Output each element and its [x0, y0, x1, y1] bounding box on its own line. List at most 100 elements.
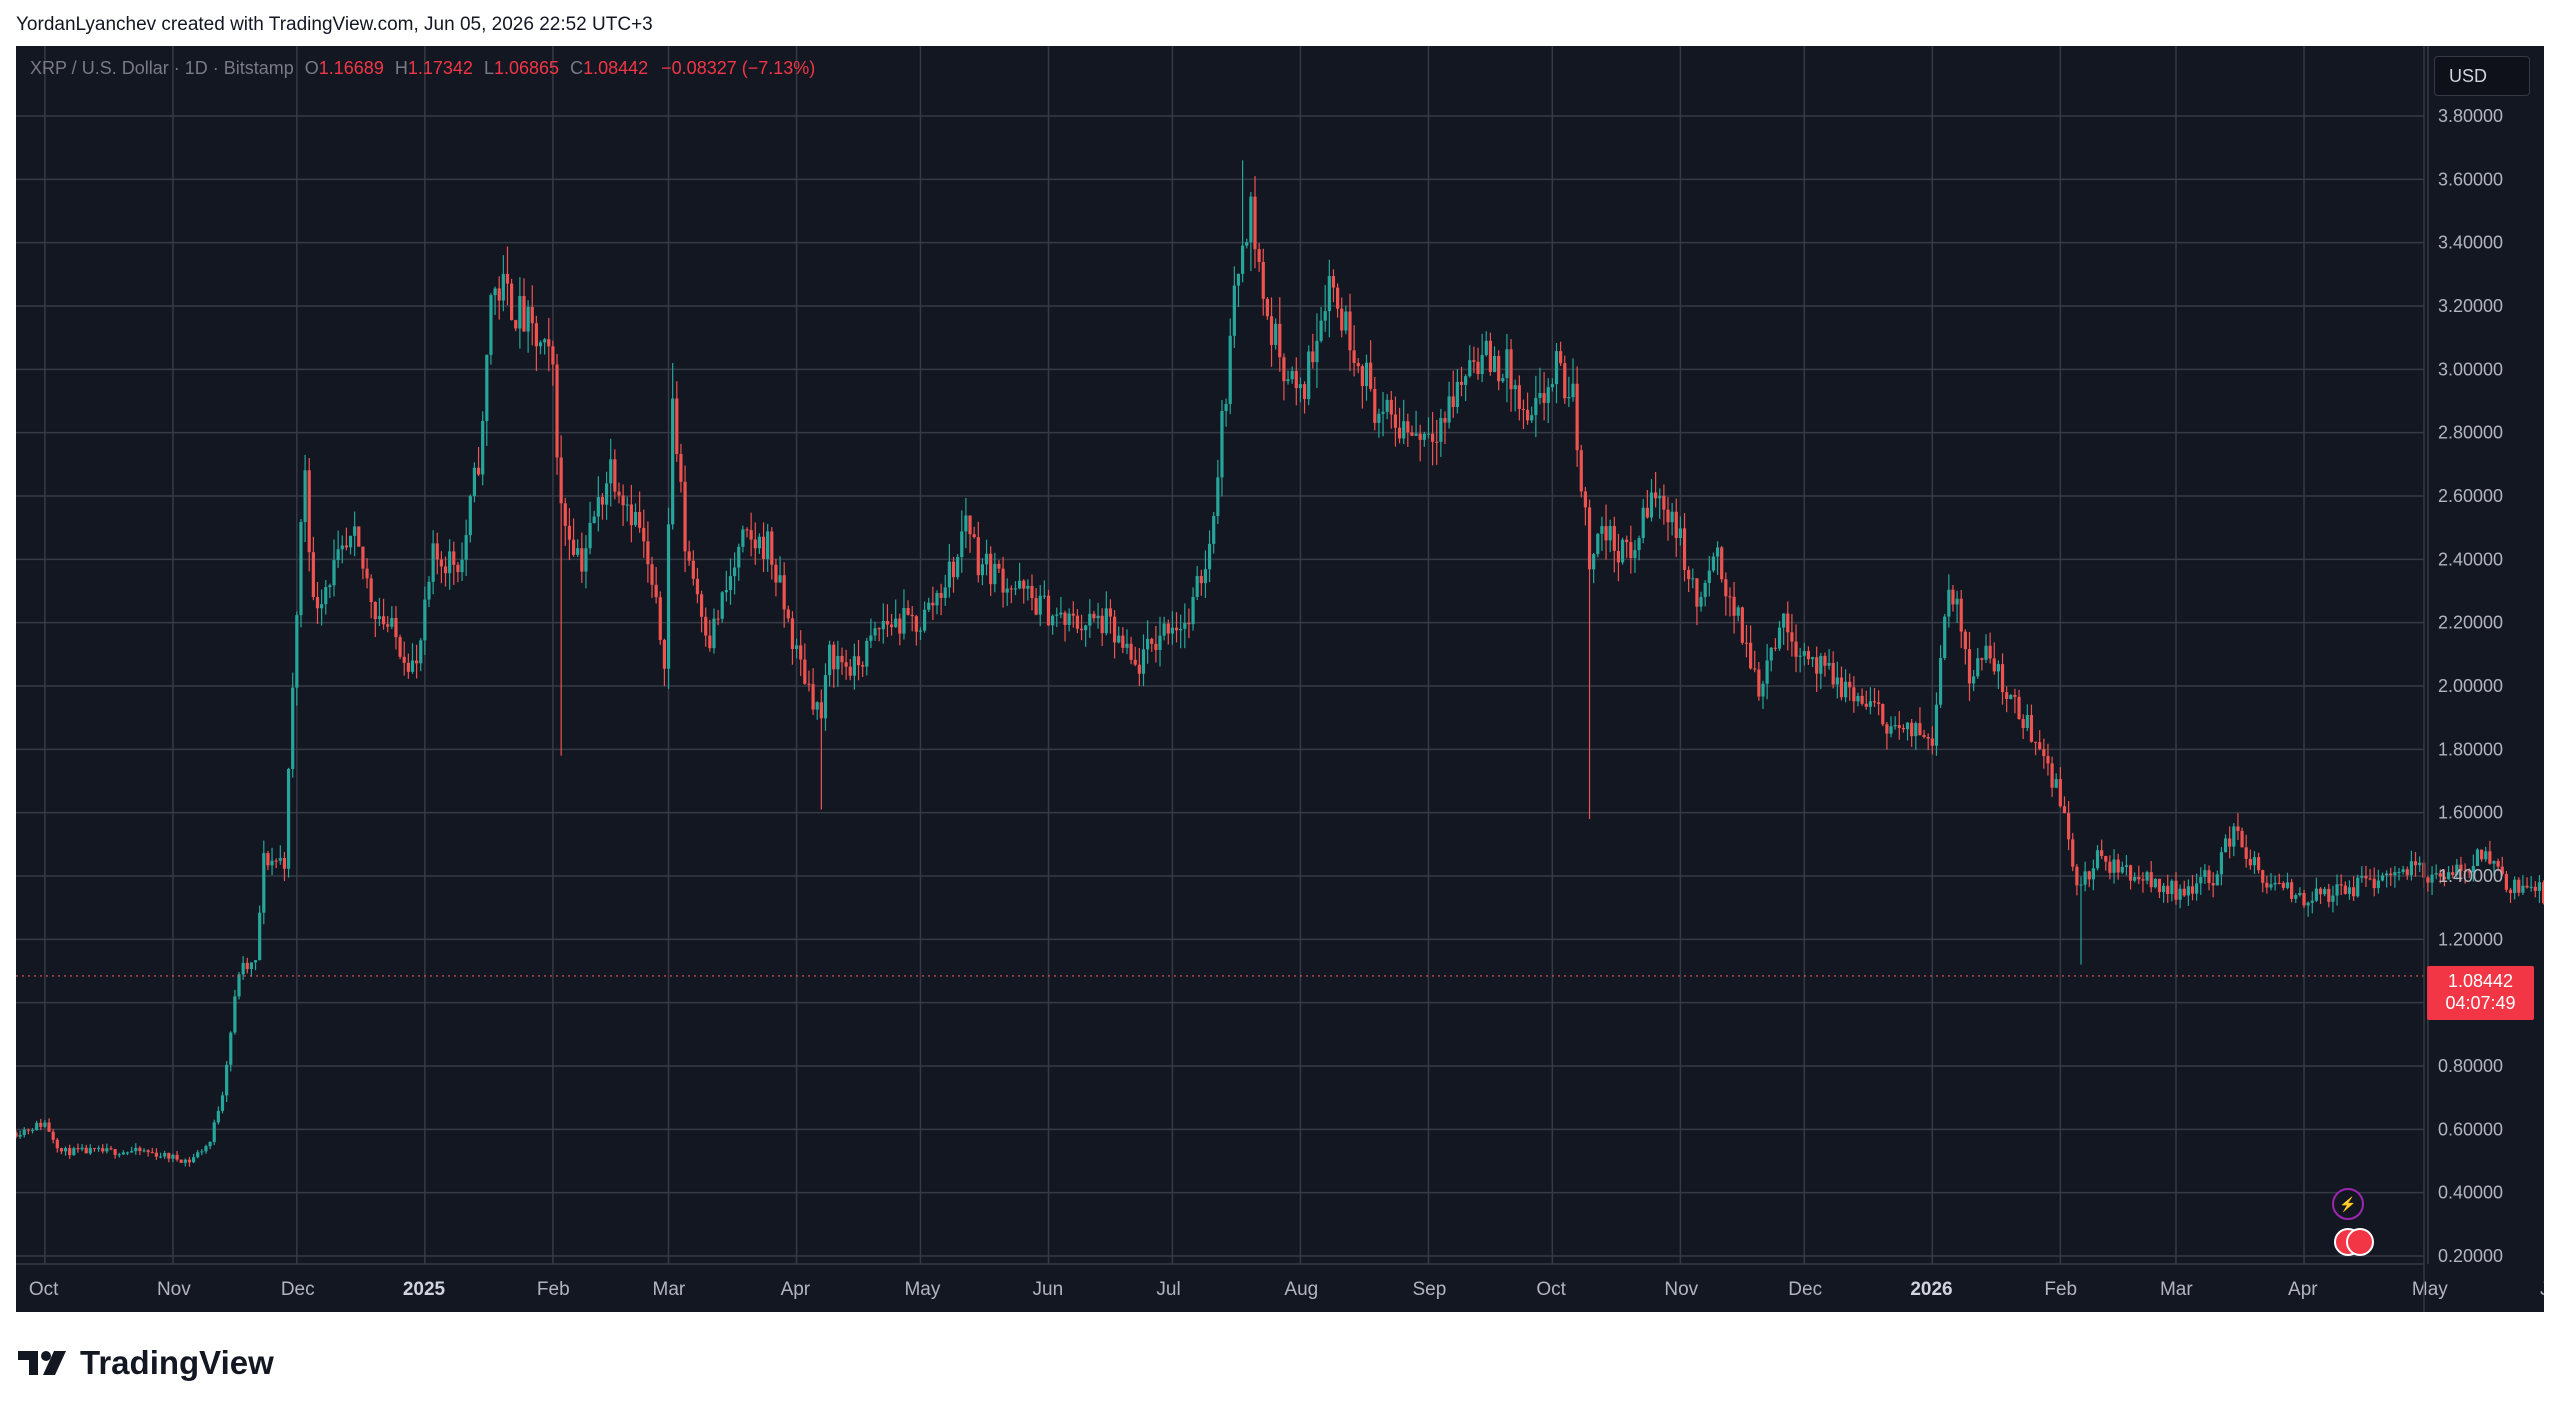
- candle-body: [2075, 866, 2079, 886]
- candle-body: [1823, 655, 1827, 666]
- candle-body: [1030, 585, 1034, 599]
- candle-body: [1951, 589, 1955, 605]
- candle-body: [216, 1110, 220, 1123]
- candle-body: [282, 858, 287, 869]
- candle-body: [1183, 622, 1187, 629]
- candle-body: [493, 288, 497, 296]
- candle-body: [381, 616, 386, 625]
- y-tick-label: 0.80000: [2438, 1056, 2503, 1076]
- candle-body: [150, 1152, 154, 1154]
- candle-body: [1381, 411, 1385, 414]
- candle-body: [2343, 885, 2347, 894]
- candle-body: [1658, 495, 1662, 499]
- candle-body: [2323, 888, 2327, 895]
- candle-body: [348, 535, 353, 548]
- candle-body: [2430, 874, 2434, 883]
- candle-body: [939, 592, 943, 598]
- candle-body: [2141, 879, 2145, 881]
- y-tick-label: 0.20000: [2438, 1246, 2503, 1266]
- candle-body: [1426, 433, 1431, 435]
- candle-body: [410, 660, 415, 672]
- candle-body: [1352, 350, 1356, 363]
- candle-body: [2261, 870, 2265, 883]
- candle-body: [1525, 409, 1530, 421]
- candle-body: [1286, 379, 1290, 382]
- candle-body: [427, 581, 431, 600]
- candle-body: [807, 683, 811, 685]
- candle-body: [117, 1154, 121, 1156]
- candle-body: [2203, 870, 2207, 877]
- candle-body: [1059, 612, 1063, 615]
- candle-body: [1249, 196, 1253, 243]
- candle-body: [1323, 311, 1327, 321]
- candle-body: [1290, 370, 1294, 380]
- candle-body: [1972, 676, 1976, 684]
- candle-body: [2091, 868, 2095, 880]
- candle-body: [1406, 421, 1410, 433]
- candle-body: [158, 1156, 163, 1158]
- candle-body: [1711, 556, 1716, 571]
- candle-body: [2104, 856, 2108, 862]
- candle-body: [1815, 657, 1819, 674]
- tradingview-logo[interactable]: TradingView: [18, 1344, 274, 1382]
- x-tick-label: Jul: [1156, 1279, 1180, 1300]
- candle-body: [1554, 351, 1559, 385]
- candle-body: [1641, 507, 1645, 539]
- price-chart[interactable]: 3.80000 3.60000 3.40000 3.20000 3.00000 2.800…: [16, 46, 2544, 1312]
- candle-body: [59, 1148, 64, 1152]
- symbol-label[interactable]: XRP / U.S. Dollar · 1D · Bitstamp: [30, 58, 294, 78]
- candle-body: [125, 1152, 130, 1154]
- last-price-value: 1.08442: [2447, 971, 2514, 991]
- candle-body: [2042, 749, 2046, 757]
- candle-body: [567, 525, 572, 540]
- candle-body: [1017, 580, 1022, 589]
- x-tick-label: Feb: [537, 1279, 570, 1300]
- candle-body: [761, 536, 766, 559]
- candle-body: [1447, 396, 1451, 423]
- candle-body: [2409, 861, 2413, 876]
- candle-body: [130, 1151, 134, 1153]
- candle-body: [1691, 578, 1695, 580]
- candle-body: [1695, 578, 1699, 607]
- lightning-event-icon[interactable]: ⚡: [2332, 1188, 2364, 1220]
- candle-body: [844, 662, 848, 667]
- candle-body: [1517, 385, 1521, 409]
- candle-body: [2083, 871, 2087, 885]
- candle-body: [2232, 826, 2236, 847]
- candle-body: [1934, 704, 1939, 746]
- candle-body: [406, 662, 410, 672]
- candle-body: [460, 559, 464, 573]
- candle-body: [315, 597, 320, 609]
- candle-body: [1443, 418, 1447, 423]
- candle-body: [489, 295, 493, 355]
- candle-body: [2306, 902, 2310, 906]
- candle-body: [1212, 516, 1216, 544]
- candle-body: [1806, 651, 1811, 660]
- candle-body: [328, 585, 332, 588]
- candle-body: [2451, 872, 2455, 876]
- candle-body: [889, 624, 894, 628]
- candle-body: [2480, 849, 2484, 860]
- currency-button[interactable]: USD: [2434, 56, 2530, 96]
- candle-body: [2364, 875, 2368, 879]
- candle-body: [2174, 880, 2178, 900]
- candle-body: [1501, 378, 1505, 382]
- us-flag-economic-event-icon[interactable]: [2346, 1228, 2374, 1256]
- candle-body: [662, 639, 667, 669]
- candle-body: [1245, 242, 1249, 246]
- chart-panel[interactable]: 3.80000 3.60000 3.40000 3.20000 3.00000 2.800…: [16, 46, 2544, 1312]
- candle-body: [245, 962, 249, 970]
- candle-body: [2397, 871, 2401, 873]
- candle-body: [1782, 613, 1786, 628]
- candle-body: [2112, 859, 2116, 873]
- candle-body: [840, 655, 844, 663]
- x-tick-label: Feb: [2044, 1279, 2077, 1300]
- candle-body: [1042, 595, 1046, 597]
- candle-body: [2062, 806, 2067, 814]
- candle-body: [1976, 658, 1980, 677]
- y-tick-label: 3.00000: [2438, 359, 2503, 379]
- candle-body: [80, 1147, 84, 1150]
- x-tick-label: Mar: [653, 1279, 686, 1300]
- candle-body: [1162, 623, 1166, 636]
- candle-body: [2418, 862, 2422, 866]
